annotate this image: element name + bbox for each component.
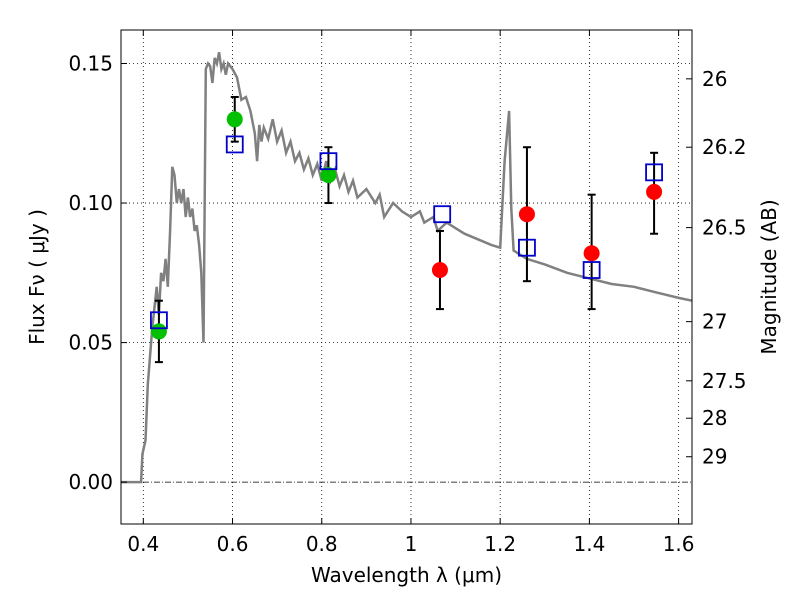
y-axis-title: Flux Fν ( μJy ) — [25, 209, 49, 345]
model-spectrum-line — [121, 52, 693, 484]
x-tick-label: 1 — [405, 532, 418, 556]
x-tick-label: 1.4 — [573, 532, 605, 556]
y-tick-label: 0.15 — [68, 51, 113, 75]
x-tick-label: 0.8 — [306, 532, 338, 556]
y-tick-label: 0.00 — [68, 470, 113, 494]
right-axis-title: Magnitude (AB) — [757, 199, 781, 354]
model-square-marker — [518, 238, 536, 257]
model-square-marker — [319, 152, 338, 171]
right-tick-label: 26 — [702, 67, 727, 91]
right-tick-label: 26.5 — [702, 216, 747, 240]
y-tick-label: 0.10 — [68, 191, 113, 215]
green-data-point — [320, 167, 337, 184]
right-tick-label: 29 — [702, 445, 727, 469]
x-axis-title: Wavelength λ (μm) — [311, 563, 502, 587]
y-axis-ticks: 0.00 0.05 0.10 0.15 — [68, 51, 127, 494]
model-square-marker — [645, 163, 663, 182]
right-tick-label: 28 — [702, 406, 727, 430]
right-tick-label: 27 — [702, 310, 727, 334]
model-square-marker — [225, 135, 244, 154]
green-data-point — [226, 111, 243, 128]
plot-content — [121, 52, 693, 484]
model-square-marker — [150, 311, 168, 330]
red-data-point — [583, 245, 600, 262]
x-tick-label: 1.6 — [663, 532, 695, 556]
red-data-point — [431, 262, 448, 279]
model-square-marker — [433, 205, 452, 224]
data-markers — [150, 111, 663, 340]
right-tick-label: 27.5 — [702, 369, 747, 393]
x-tick-label: 1.2 — [484, 532, 516, 556]
right-tick-label: 26.2 — [702, 135, 747, 159]
x-axis-ticks: 0.4 0.6 0.8 1 1.2 1.4 1.6 — [127, 30, 695, 556]
plot-frame — [120, 29, 693, 525]
y-tick-label: 0.05 — [68, 331, 113, 355]
x-tick-label: 0.6 — [217, 532, 249, 556]
red-data-point — [646, 183, 663, 200]
green-data-point — [150, 323, 167, 340]
red-data-point — [518, 206, 535, 223]
model-square-marker — [582, 261, 601, 279]
right-axis-ticks: 26 26.2 26.5 27 27.5 28 29 — [686, 67, 747, 469]
x-tick-label: 0.4 — [127, 532, 159, 556]
